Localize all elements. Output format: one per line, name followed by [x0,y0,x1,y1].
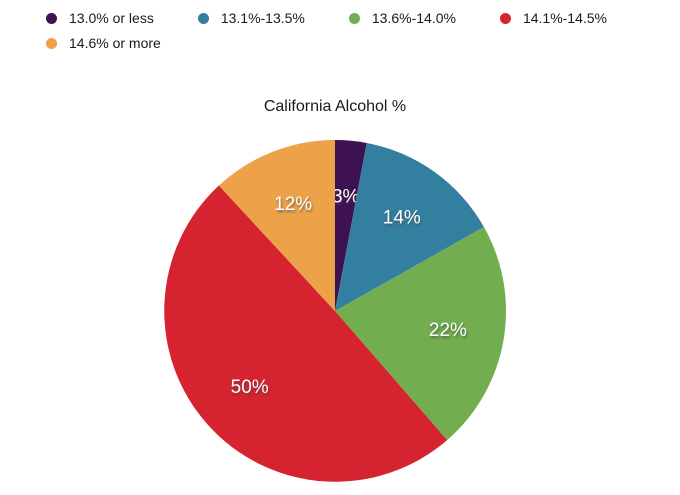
legend-label: 14.1%-14.5% [522,10,608,26]
legend-label: 13.0% or less [69,10,154,26]
legend-label: 13.6%-14.0% [371,10,456,26]
legend-swatch-icon [46,13,57,24]
legend-item-2[interactable]: 13.1%-13.5% [197,8,305,29]
pie-slice-2[interactable] [335,142,484,311]
pie-slice-3[interactable] [335,227,506,441]
legend-item-3[interactable]: 13.6%-14.0% [348,8,456,29]
legend: 13.0% or less 13.1%-13.5% 13.6%-14.0% 14.1%… [46,8,656,54]
legend-swatch-icon [197,13,209,24]
legend-swatch-icon [348,13,360,24]
legend-item-1[interactable]: 13.0% or less [46,8,154,29]
legend-swatch-icon [499,13,511,24]
legend-label: 14.6% or more [69,35,161,51]
legend-item-4[interactable]: 14.1%-14.5% [499,8,608,29]
pie-slice-4[interactable] [164,185,448,482]
chart-title: California Alcohol % [263,98,407,115]
pie-slice-5[interactable] [218,140,335,311]
pie-slice-1[interactable] [335,140,367,311]
legend-label: 13.1%-13.5% [220,10,305,26]
legend-item-5[interactable]: 14.6% or more [46,33,161,54]
legend-swatch-icon [46,38,57,49]
